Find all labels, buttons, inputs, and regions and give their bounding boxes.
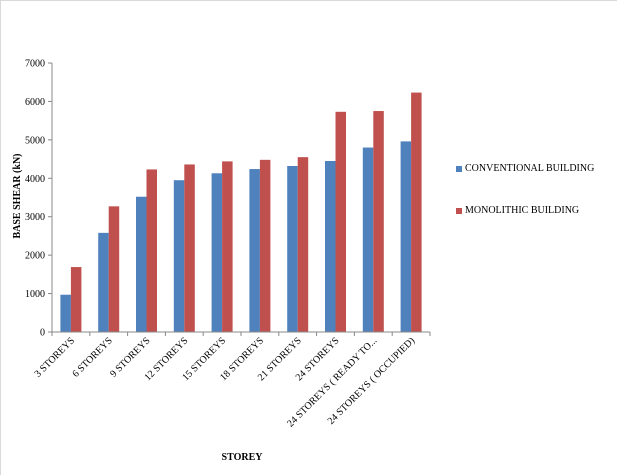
y-tick-label: 0 [40,328,45,339]
bar-conventional [98,232,109,332]
bar-monolithic [335,111,346,332]
bar-conventional [362,147,374,332]
x-axis-title: STOREY [222,452,264,463]
y-axis-ticks: 0 1000 2000 3000 4000 5000 6000 7000 [25,59,52,339]
legend-label-conventional: CONVENTIONAL BUILDING [465,163,595,174]
bar-monolithic [411,92,422,332]
legend-item-conventional: CONVENTIONAL BUILDING [456,163,594,174]
legend-label-monolithic: MONOLITHIC BUILDING [465,205,580,216]
y-axis-title: BASE SHEAR (kN) [12,153,23,238]
legend-swatch-conventional [456,165,462,172]
y-tick-label: 4000 [25,174,45,185]
y-tick-label: 7000 [25,59,45,70]
bar-monolithic [70,267,82,332]
legend-item-monolithic: MONOLITHIC BUILDING [456,205,579,216]
bar-conventional [136,196,147,332]
y-tick-label: 5000 [25,135,45,146]
bar-conventional [249,169,260,332]
axes [51,63,431,336]
bar-conventional [60,294,71,332]
y-tick-label: 3000 [25,212,45,223]
bar-monolithic [146,169,157,332]
bars [60,92,422,333]
bar-monolithic [259,159,271,332]
legend-swatch-monolithic [456,207,462,214]
bar-conventional [400,141,412,332]
bar-conventional [211,173,223,332]
bar-monolithic [297,157,309,332]
y-tick-label: 2000 [25,251,45,262]
y-tick-label: 6000 [25,97,45,108]
bar-conventional [173,180,185,332]
bar-monolithic [222,161,233,332]
bar-monolithic [373,111,384,333]
bar-conventional [325,160,336,332]
bar-monolithic [108,206,120,332]
bar-conventional [287,165,298,332]
y-tick-label: 1000 [25,289,45,300]
bar-monolithic [184,164,195,332]
